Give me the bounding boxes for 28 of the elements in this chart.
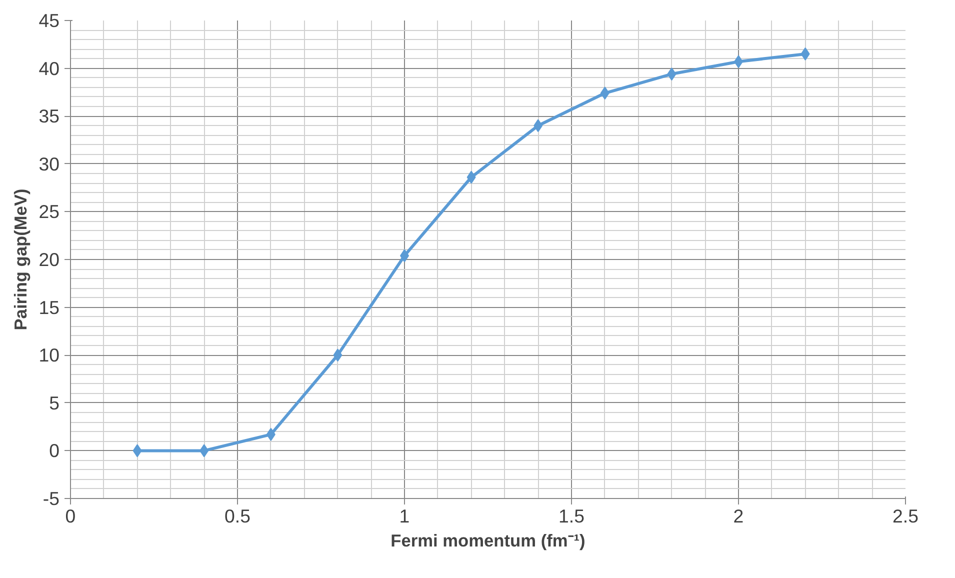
point [667,68,676,81]
point [200,444,209,458]
point [333,348,342,362]
x-tick-label: 0 [65,506,76,526]
x-tick-label: 1 [399,506,410,526]
y-tick-label: 30 [38,153,60,174]
y-tick-label: 15 [38,296,60,318]
y-tick-label: 5 [49,392,60,414]
y-tick-label: 20 [38,249,60,270]
point [132,444,142,458]
y-tick-label: 40 [38,58,60,79]
point [800,47,810,60]
y-tick-label: 35 [38,106,60,127]
x-tick-label: 0.5 [224,506,250,526]
x-tick-label: 1.5 [558,506,584,526]
point [266,428,276,441]
y-tick-label: 25 [38,201,60,222]
y-tick-label: 0 [49,440,60,462]
y-tick-label: -5 [42,488,60,509]
point [534,119,543,132]
y-tick-label: 45 [38,10,60,31]
x-axis-title: Fermi momentum (fm⁻¹) [390,530,586,550]
y-axis-title: Pairing gap(MeV) [10,188,31,330]
point [600,86,610,100]
y-tick-label: 10 [38,344,60,366]
x-tick-label: 2 [733,506,744,526]
point [466,170,476,184]
x-tick-label: 2.5 [892,506,918,526]
